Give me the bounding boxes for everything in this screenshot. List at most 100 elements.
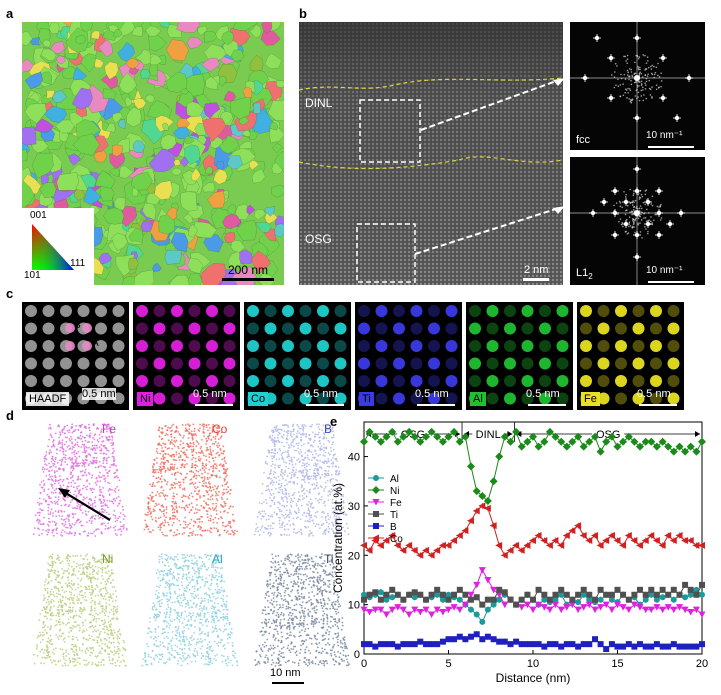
legend-label: Al [390, 474, 399, 485]
data-point [557, 437, 566, 446]
data-point [361, 591, 367, 598]
data-point [400, 596, 407, 603]
data-point [495, 452, 504, 461]
eds-tile-element-label: Al [470, 392, 486, 406]
data-point [670, 606, 678, 614]
data-point [393, 541, 401, 549]
data-point [489, 477, 498, 486]
data-point [411, 594, 418, 601]
data-point [405, 541, 413, 549]
data-point [417, 591, 424, 598]
data-point [483, 496, 492, 505]
data-point [535, 601, 543, 609]
eds-tile-image [358, 305, 458, 405]
fft-l12-scale-label: 10 nm⁻¹ [646, 265, 683, 276]
data-point [513, 601, 520, 608]
data-point [529, 432, 537, 441]
apt-scale-label: 10 nm [270, 667, 301, 679]
legend-marker [372, 486, 380, 494]
data-point [461, 601, 469, 609]
data-point [541, 591, 548, 598]
apt-map-label: B [324, 422, 333, 436]
data-point [659, 594, 666, 601]
legend-marker [372, 499, 380, 506]
data-point [551, 536, 559, 544]
data-point [500, 432, 509, 441]
apt-map-label: Al [212, 552, 223, 566]
data-point [530, 596, 536, 603]
data-point [563, 591, 570, 598]
series-co [360, 502, 705, 559]
data-point [687, 609, 695, 616]
data-point [597, 596, 604, 603]
data-point [580, 604, 588, 611]
data-point [501, 589, 508, 596]
region-label-2: OSG [596, 429, 620, 441]
data-point [596, 447, 605, 456]
data-point [569, 596, 576, 603]
data-point [377, 606, 385, 614]
data-point [681, 536, 689, 544]
legend-label: Ti [390, 510, 398, 521]
data-point [496, 586, 503, 593]
data-point [416, 437, 425, 446]
hrtem-scale-label: 2 nm [524, 264, 549, 276]
fft-fcc: fcc 10 nm⁻¹ [570, 22, 705, 150]
site-label-a: A [92, 338, 99, 349]
apt-map-ti [254, 553, 350, 667]
eds-tile-scale-label: 0.5 nm [304, 388, 338, 400]
data-point [529, 536, 536, 544]
data-point [428, 591, 435, 598]
legend-label: Co [390, 534, 403, 545]
data-point [478, 567, 486, 574]
data-point [665, 643, 672, 650]
data-point [399, 546, 407, 554]
data-point [439, 591, 446, 598]
data-point [596, 541, 604, 549]
data-point [608, 606, 616, 614]
eds-tile-image [580, 305, 680, 405]
data-point [641, 437, 650, 446]
eds-tile-image [136, 305, 236, 405]
data-point [478, 492, 487, 501]
data-point [574, 606, 582, 614]
data-point [434, 586, 441, 593]
ebsd-scale-label: 200 nm [228, 263, 269, 277]
data-point [490, 596, 497, 603]
data-point [372, 643, 379, 650]
data-point [552, 596, 559, 603]
data-point [445, 596, 452, 603]
data-point [455, 532, 463, 540]
data-point [389, 641, 396, 648]
eds-tile-element-label: Fe [581, 392, 600, 406]
data-point [444, 541, 452, 549]
data-point [371, 606, 379, 614]
data-point [670, 641, 677, 648]
data-point [568, 527, 576, 535]
data-point [388, 606, 396, 614]
data-point [625, 596, 632, 603]
data-point [659, 643, 666, 650]
data-point [614, 586, 621, 593]
hrtem-image: DINL OSG 2 nm [299, 22, 563, 285]
data-point [479, 618, 486, 625]
data-point [698, 437, 706, 446]
data-point [450, 536, 458, 544]
apt-map-al [141, 553, 239, 667]
data-point [692, 541, 700, 549]
eds-tile-fe: Fe 0.5 nm [577, 302, 684, 410]
fft-l12: L12 10 nm⁻¹ [570, 157, 705, 285]
data-point [642, 591, 649, 598]
data-point [591, 532, 599, 540]
data-point [371, 432, 380, 441]
data-point [483, 504, 491, 512]
data-point [478, 502, 486, 510]
data-point [699, 581, 705, 588]
data-point [439, 609, 447, 616]
data-point [613, 536, 621, 544]
data-point [546, 641, 553, 648]
data-point [406, 591, 413, 598]
panel-label-a: a [6, 6, 14, 21]
data-point [699, 641, 705, 648]
